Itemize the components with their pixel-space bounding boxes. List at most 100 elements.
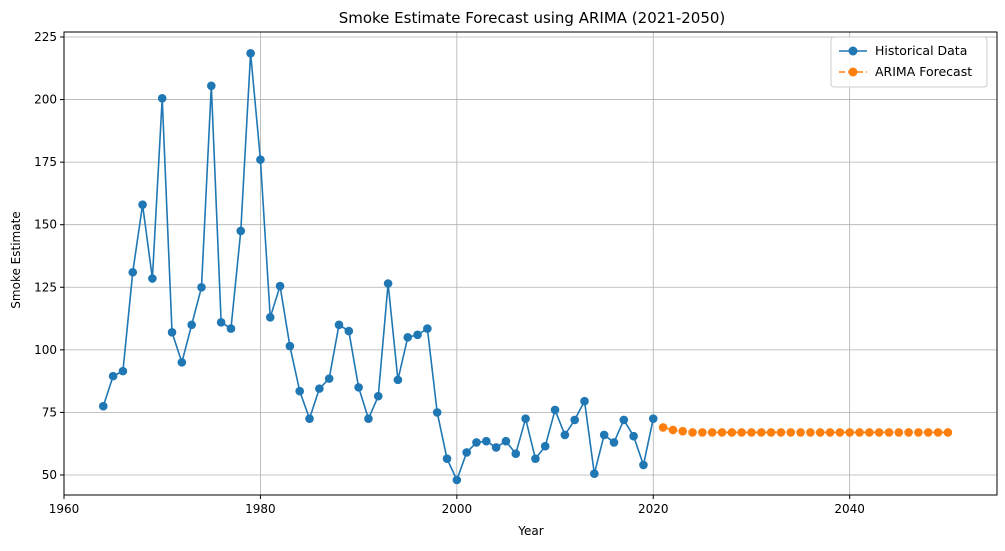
data-point-forecast <box>688 428 697 437</box>
x-tick-label: 2040 <box>834 502 865 516</box>
plot-frame <box>63 31 998 496</box>
data-point-forecast <box>835 428 845 437</box>
chart-title: Smoke Estimate Forecast using ARIMA (202… <box>339 9 726 27</box>
data-point-historical <box>648 414 658 423</box>
x-tick-label: 2020 <box>638 502 669 516</box>
y-axis-title: Smoke Estimate <box>9 211 23 308</box>
data-point-forecast <box>825 428 835 437</box>
data-point-historical <box>619 415 629 425</box>
data-point-historical <box>511 449 521 459</box>
data-point-historical <box>98 401 108 411</box>
data-point-historical <box>285 341 295 351</box>
data-point-forecast <box>943 428 953 437</box>
data-point-historical <box>599 430 609 440</box>
y-tick-label: 50 <box>42 468 57 482</box>
data-point-historical <box>521 414 530 423</box>
data-point-forecast <box>933 428 943 437</box>
legend-label-historical: Historical Data <box>875 43 967 58</box>
data-point-forecast <box>747 428 756 437</box>
data-point-historical <box>324 374 334 383</box>
data-point-historical <box>167 328 177 337</box>
data-point-forecast <box>737 428 746 437</box>
data-point-historical <box>413 330 422 340</box>
legend-marker-forecast <box>848 67 858 77</box>
data-point-historical <box>393 375 403 385</box>
data-point-historical <box>118 366 128 376</box>
data-point-historical <box>383 279 393 288</box>
data-point-historical <box>236 226 246 236</box>
data-point-forecast <box>698 428 707 437</box>
y-tick-label: 75 <box>42 405 57 419</box>
data-point-forecast <box>796 428 805 437</box>
data-point-historical <box>138 200 147 209</box>
data-point-historical <box>216 318 226 327</box>
data-point-forecast <box>874 428 884 437</box>
data-point-forecast <box>727 428 737 437</box>
data-point-historical <box>334 320 344 330</box>
data-point-historical <box>432 408 442 417</box>
data-point-forecast <box>658 423 668 432</box>
data-point-historical <box>491 443 501 452</box>
data-point-forecast <box>923 428 933 437</box>
series-layer <box>98 48 953 485</box>
data-point-forecast <box>815 428 825 437</box>
data-point-forecast <box>884 428 894 437</box>
data-point-forecast <box>914 428 923 437</box>
legend-label-forecast: ARIMA Forecast <box>875 64 972 79</box>
data-point-historical <box>482 436 491 446</box>
data-point-historical <box>265 313 275 322</box>
data-point-historical <box>403 333 413 342</box>
data-point-historical <box>256 155 265 164</box>
data-point-historical <box>344 326 354 336</box>
data-point-historical <box>305 414 314 423</box>
y-tick-label: 175 <box>34 155 57 169</box>
data-point-historical <box>570 415 579 425</box>
data-point-historical <box>452 475 462 485</box>
data-point-historical <box>639 460 648 470</box>
x-tick-label: 2000 <box>442 502 473 516</box>
legend: Historical Data ARIMA Forecast <box>830 36 988 88</box>
data-point-historical <box>207 81 216 91</box>
data-point-historical <box>157 94 167 103</box>
data-point-forecast <box>845 428 854 437</box>
data-point-historical <box>246 48 255 58</box>
data-point-forecast <box>668 425 678 435</box>
data-point-historical <box>177 358 187 367</box>
data-point-historical <box>590 469 599 479</box>
data-point-forecast <box>894 428 904 437</box>
data-point-historical <box>550 405 560 415</box>
y-tick-label: 225 <box>34 30 57 44</box>
data-point-historical <box>128 267 138 277</box>
data-point-historical <box>609 438 619 447</box>
data-point-forecast <box>806 428 815 437</box>
data-point-forecast <box>756 428 766 437</box>
data-point-historical <box>472 438 481 447</box>
y-tick-label: 200 <box>34 93 57 107</box>
data-point-historical <box>629 431 638 441</box>
legend-marker-historical <box>848 46 858 56</box>
data-point-historical <box>295 386 305 396</box>
data-point-historical <box>501 436 511 446</box>
x-tick-label: 1960 <box>49 502 80 516</box>
y-tick-label: 150 <box>34 218 57 232</box>
data-point-historical <box>315 384 324 393</box>
data-point-forecast <box>904 428 913 437</box>
data-point-forecast <box>855 428 864 437</box>
data-point-historical <box>108 371 118 381</box>
data-point-historical <box>373 391 383 401</box>
data-point-historical <box>580 396 589 406</box>
data-point-historical <box>531 454 540 464</box>
data-point-historical <box>442 454 452 464</box>
data-point-forecast <box>678 426 688 436</box>
data-point-forecast <box>786 428 796 437</box>
data-point-forecast <box>717 428 727 437</box>
data-point-historical <box>560 430 570 440</box>
data-point-forecast <box>766 428 776 437</box>
data-point-historical <box>197 282 206 292</box>
data-point-historical <box>187 320 196 330</box>
data-point-forecast <box>865 428 874 437</box>
data-point-forecast <box>707 428 717 437</box>
x-axis-title: Year <box>517 524 543 538</box>
